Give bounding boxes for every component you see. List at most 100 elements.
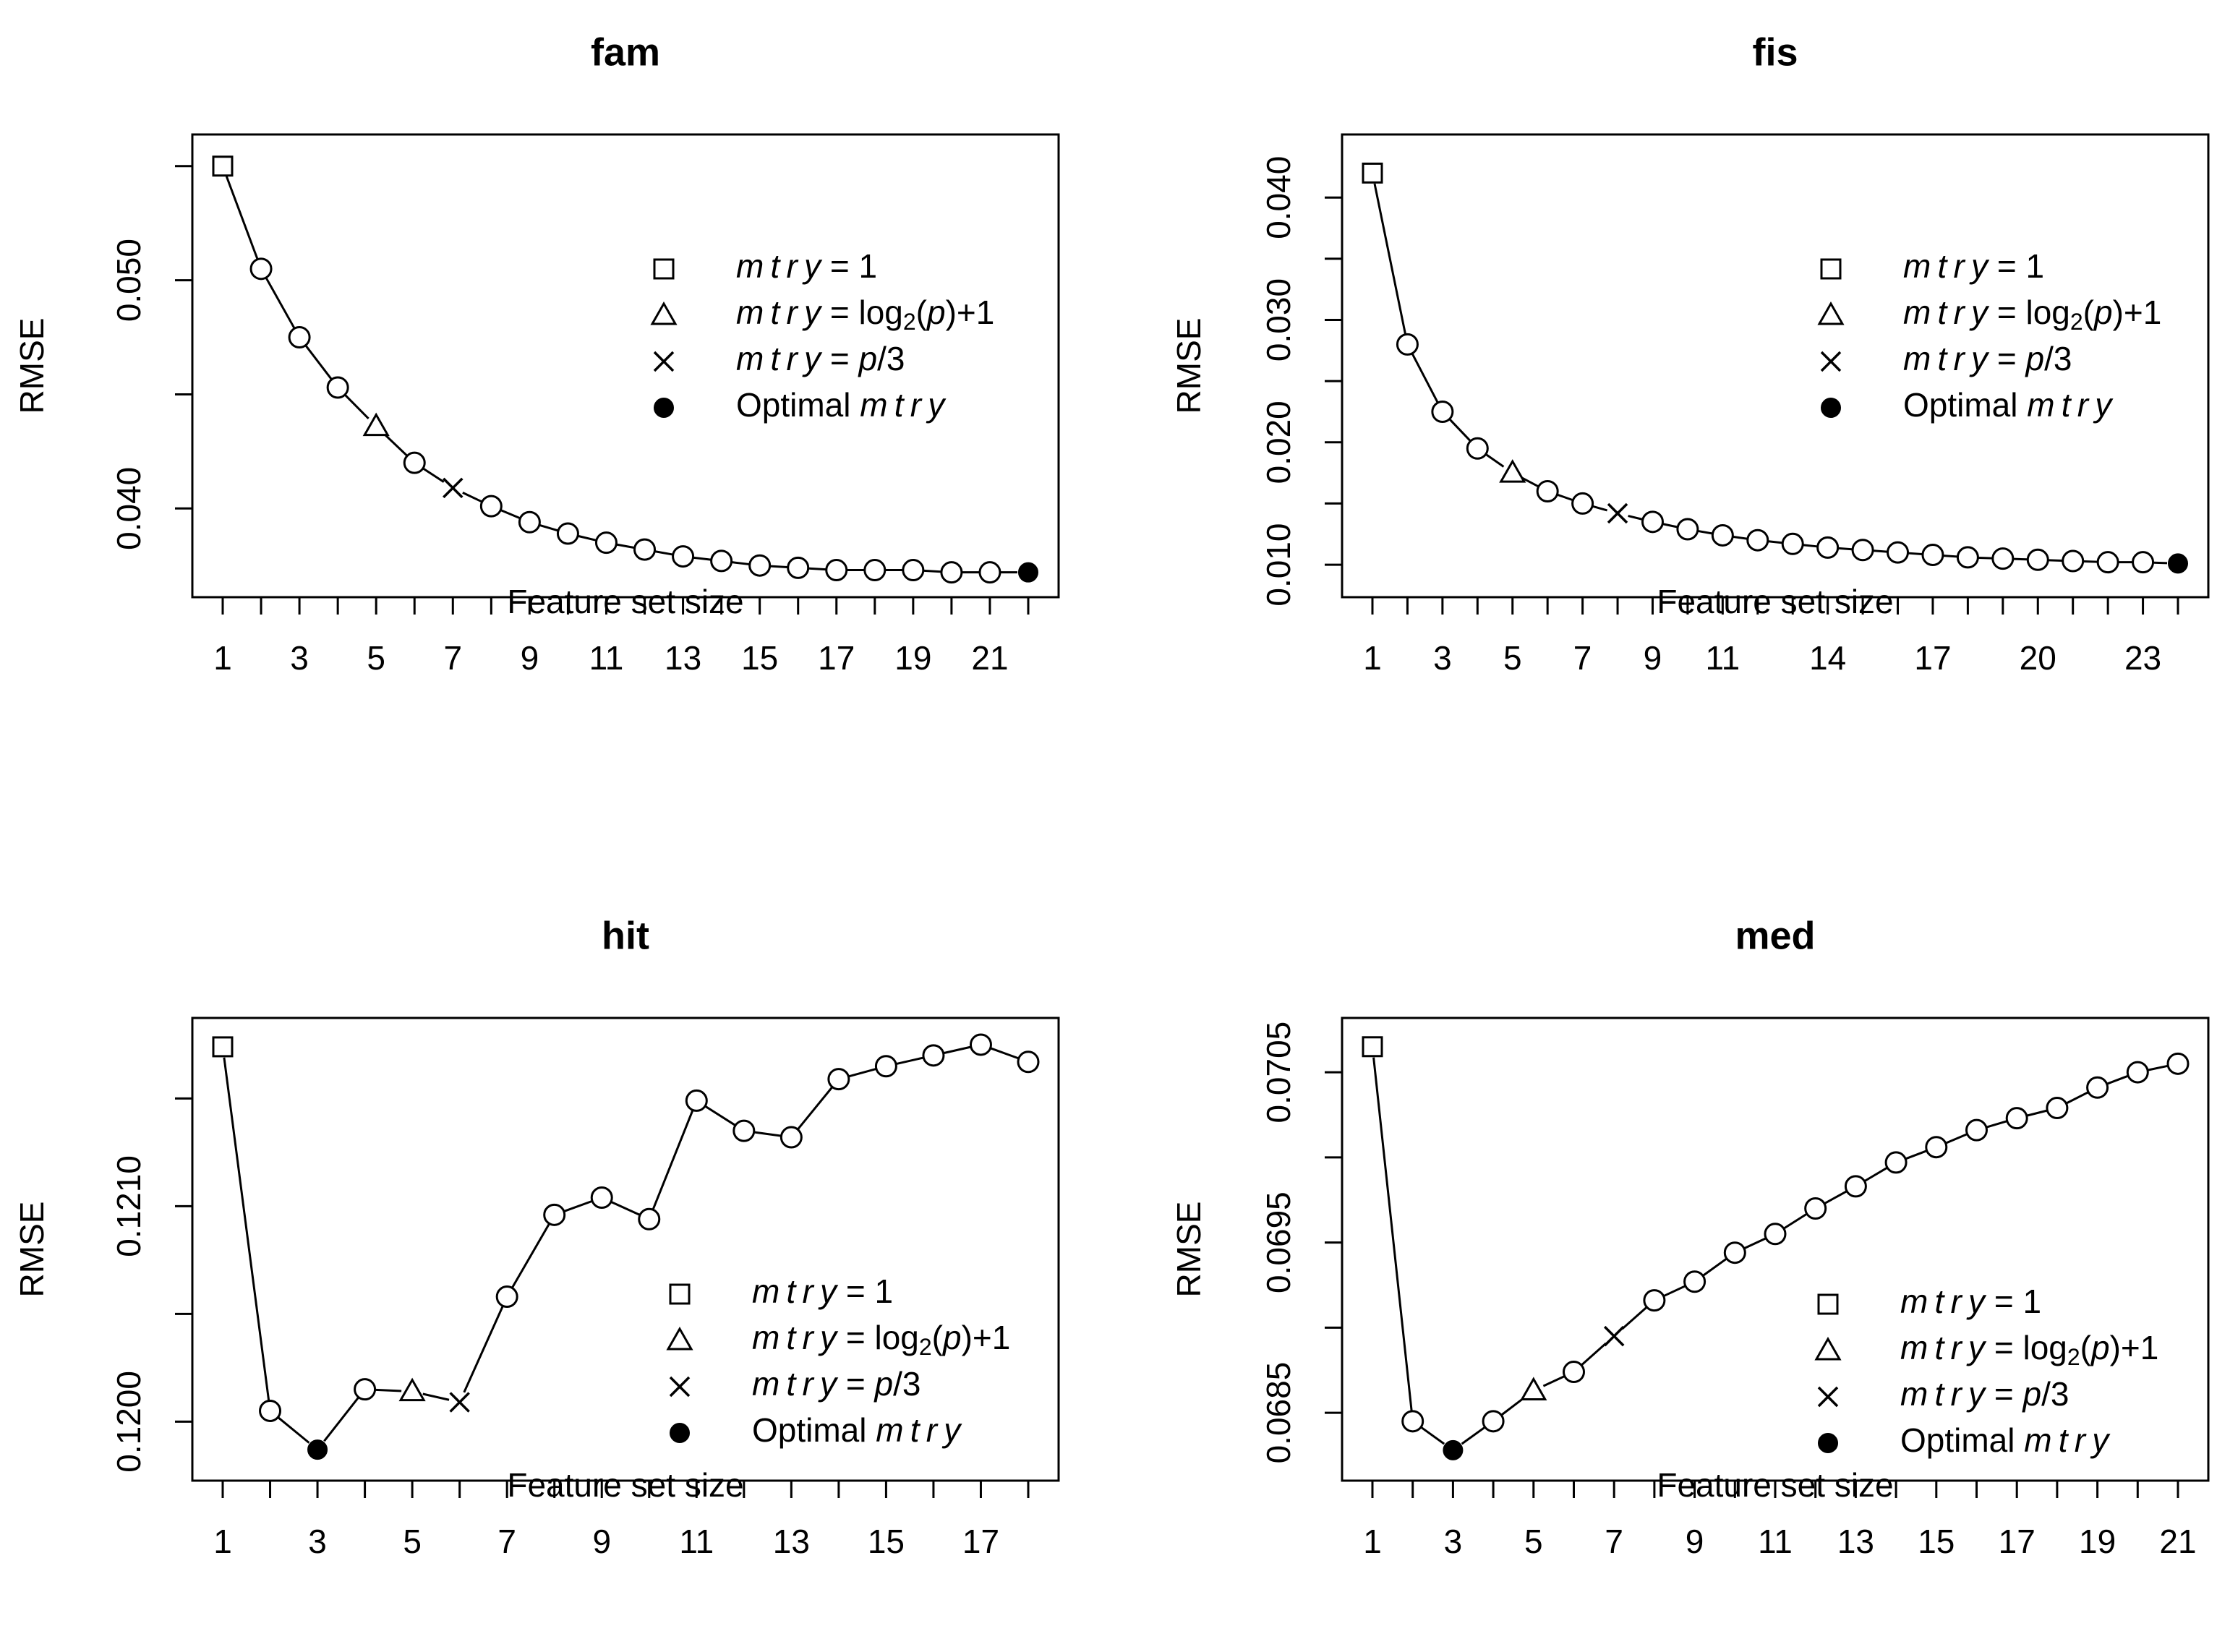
data-point-1 [212, 1036, 234, 1058]
data-point-4 [1466, 437, 1489, 460]
series-segment [1824, 1190, 1847, 1204]
data-point-18 [2046, 1097, 2069, 1120]
series-segment [754, 1131, 781, 1137]
series-segment [1485, 453, 1505, 468]
legend-marker-cross-stroke-b [653, 351, 675, 372]
legend-marker-triangle [1817, 301, 1845, 325]
legend-entry-dot: Optimal m t r y [736, 386, 947, 424]
x-tick-label: 9 [521, 639, 539, 677]
plot-frame [1341, 1017, 2210, 1482]
data-point-14 [710, 549, 733, 573]
series-segment [848, 1068, 876, 1078]
x-tick-label: 13 [665, 639, 701, 677]
series-segment [1373, 183, 1406, 334]
series-segment [463, 1306, 504, 1393]
series-segment [1838, 547, 1853, 551]
series-segment [539, 524, 558, 532]
series-segment [1803, 544, 1817, 548]
x-tick-label: 9 [592, 1523, 611, 1560]
data-point-6 [1563, 1361, 1585, 1384]
series-segment [278, 1416, 310, 1444]
data-point-11 [1764, 1223, 1787, 1246]
data-point-17 [969, 1033, 992, 1056]
y-tick-label: 0.050 [110, 239, 148, 322]
data-point-19 [2086, 1076, 2109, 1099]
series-segment [1662, 523, 1678, 528]
chart-title: med [1735, 914, 1815, 957]
data-point-12 [1746, 528, 1769, 552]
series-segment [1864, 1167, 1887, 1182]
data-point-20 [2026, 548, 2049, 571]
series-segment [383, 432, 408, 456]
series-segment [422, 1392, 450, 1401]
legend-marker-cross [1820, 351, 1842, 372]
legend-marker-square [669, 1283, 691, 1305]
series-segment [991, 1047, 1019, 1060]
data-point-13 [1844, 1175, 1867, 1198]
data-point-10 [1676, 518, 1699, 541]
x-tick-label: 13 [773, 1523, 810, 1560]
data-point-15 [748, 554, 772, 577]
data-point-10 [556, 522, 579, 545]
data-point-3 [307, 1439, 328, 1460]
series-segment [1411, 353, 1439, 403]
series-segment [1946, 1133, 1968, 1144]
data-point-5 [398, 1377, 426, 1402]
plot-frame [191, 1017, 1060, 1482]
series-segment [1744, 1237, 1767, 1249]
data-point-24 [2168, 553, 2188, 574]
data-point-7 [1571, 492, 1594, 515]
legend-marker-square [1820, 258, 1842, 280]
series-segment [770, 565, 787, 568]
legend-entry-triangle: m t r y = log2(p)+1 [736, 294, 994, 335]
series-segment [1733, 536, 1748, 540]
data-point-7-stroke-b [443, 477, 464, 499]
x-axis-label: Feature set size [1657, 583, 1893, 620]
x-tick-label: 20 [2020, 639, 2056, 677]
data-point-17 [1921, 544, 1944, 567]
data-point-14 [827, 1068, 850, 1091]
y-axis-label: RMSE [13, 1202, 51, 1298]
x-tick-label: 11 [1705, 639, 1740, 677]
y-tick-label: 0.1210 [110, 1155, 148, 1257]
data-point-18 [863, 559, 887, 582]
data-point-5 [1520, 1377, 1547, 1400]
data-point-11 [685, 1089, 708, 1112]
data-point-8 [479, 495, 503, 518]
data-point-13 [1781, 532, 1804, 555]
series-segment [705, 1105, 735, 1126]
series-segment [1986, 1120, 2007, 1129]
series-segment [500, 509, 521, 519]
plot-frame [1341, 133, 2210, 599]
data-point-13 [779, 1126, 803, 1149]
series-segment [2013, 557, 2028, 561]
data-point-6 [403, 451, 426, 474]
data-point-11 [594, 531, 618, 555]
x-tick-label: 21 [971, 639, 1008, 677]
series-segment [797, 1087, 833, 1130]
x-axis-label: Feature set size [1657, 1466, 1893, 1504]
series-segment [1449, 419, 1471, 442]
data-point-17 [825, 559, 848, 582]
series-segment [1873, 549, 1887, 553]
x-tick-label: 3 [1433, 639, 1452, 677]
series-segment [564, 1200, 592, 1212]
data-point-15 [874, 1055, 897, 1078]
data-point-1 [212, 155, 234, 177]
series-segment [693, 556, 711, 561]
series-segment [2148, 1064, 2168, 1071]
data-point-7 [443, 477, 464, 499]
data-point-2 [1401, 1410, 1424, 1433]
series-segment [2049, 559, 2062, 562]
legend-entry-dot: Optimal m t r y [1900, 1421, 2111, 1459]
data-point-7 [495, 1285, 518, 1309]
legend-entry-triangle: m t r y = log2(p)+1 [1900, 1329, 2158, 1370]
legend-marker-cross [653, 351, 675, 372]
series-segment [1698, 530, 1712, 535]
y-tick-label: 0.1200 [110, 1371, 148, 1473]
x-tick-label: 3 [290, 639, 309, 677]
data-point-3 [1443, 1439, 1464, 1460]
series-segment [1908, 552, 1923, 555]
x-tick-label: 15 [741, 639, 778, 677]
